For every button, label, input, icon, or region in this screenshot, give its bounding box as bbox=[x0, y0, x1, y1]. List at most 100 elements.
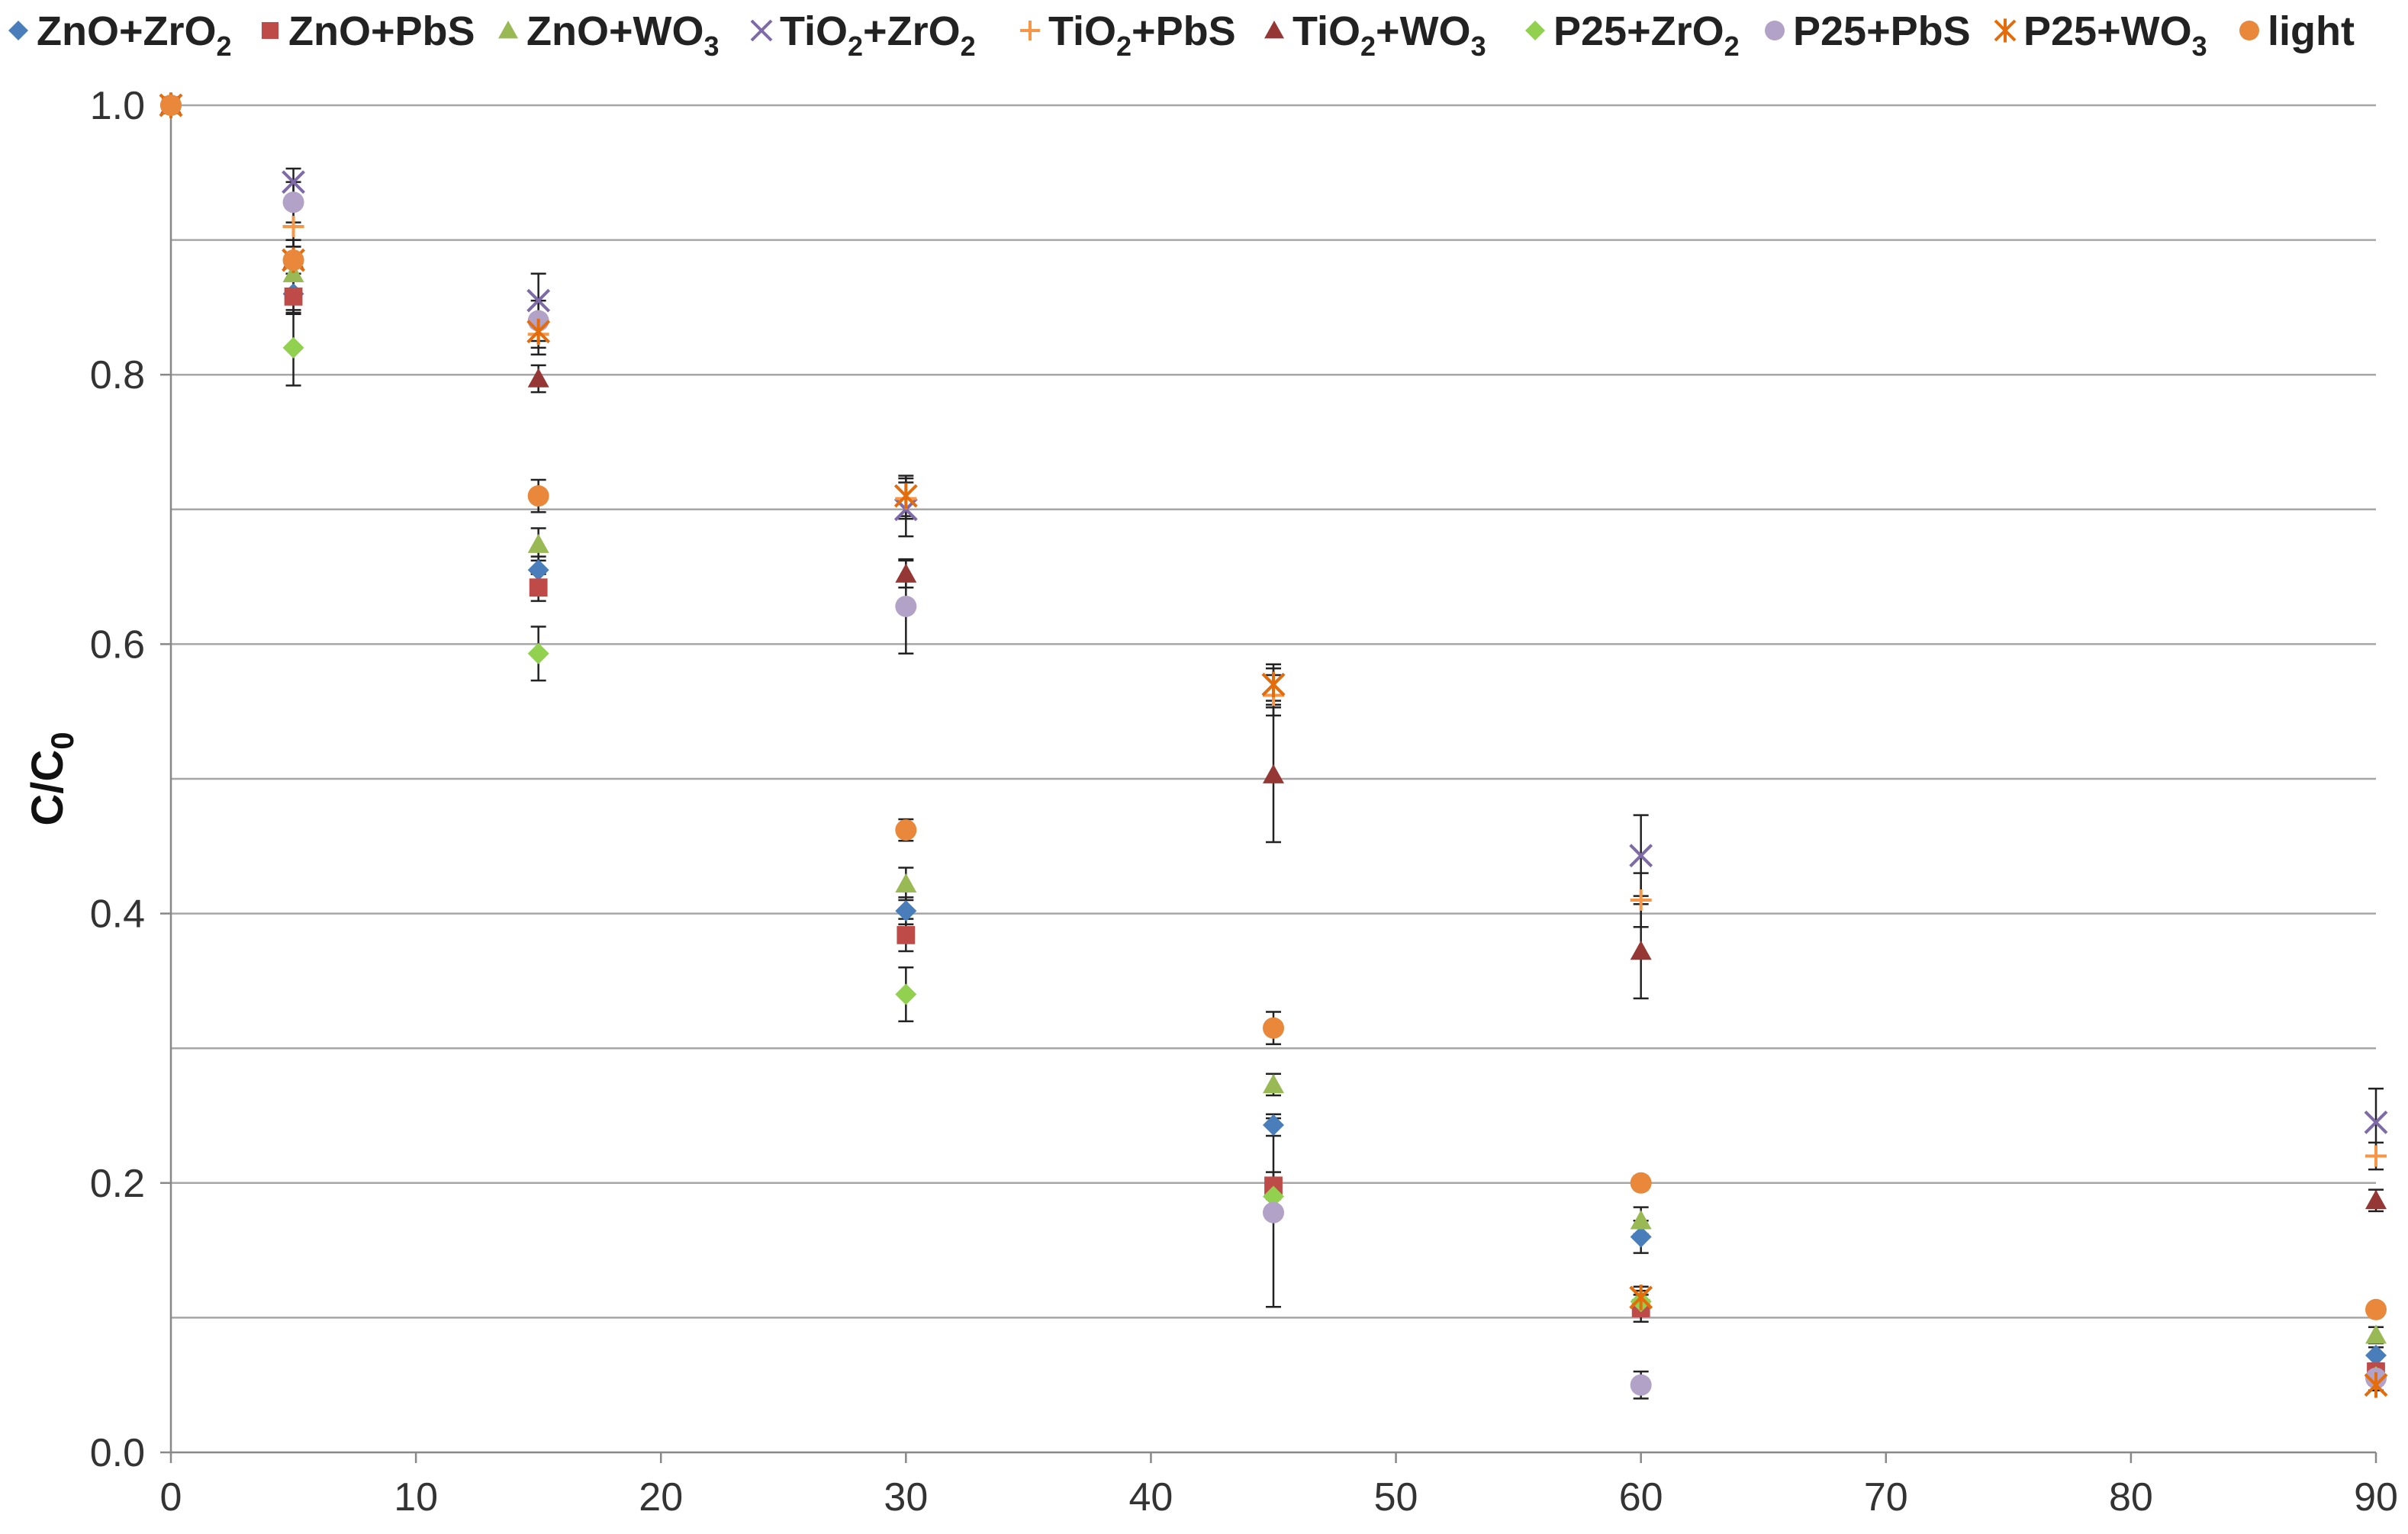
x-tick-label: 0 bbox=[160, 1475, 182, 1520]
data-point-p25-pbs bbox=[1630, 1374, 1652, 1396]
legend-item-tio2-zro2: TiO2+ZrO2 bbox=[750, 8, 976, 62]
y-tick-label: 0.8 bbox=[90, 353, 145, 397]
data-point-light bbox=[895, 819, 917, 841]
data-point-zno-wo3 bbox=[895, 873, 917, 892]
data-point-tio2-pbs bbox=[2365, 1145, 2387, 1167]
legend-label-p25-zro2: P25+ZrO2 bbox=[1553, 8, 1740, 62]
data-point-zno-wo3 bbox=[1630, 1210, 1652, 1230]
data-point-zno-zro2 bbox=[1630, 1226, 1652, 1248]
x-tick-label: 60 bbox=[1619, 1475, 1663, 1520]
data-point-p25-wo3 bbox=[2364, 1372, 2388, 1398]
x-tick-label: 70 bbox=[1864, 1475, 1908, 1520]
data-point-p25-pbs bbox=[895, 595, 917, 617]
x-tick-label: 80 bbox=[2109, 1475, 2153, 1520]
data-point-tio2-zro2 bbox=[1629, 844, 1653, 868]
legend-label-zno-zro2: ZnO+ZrO2 bbox=[37, 8, 232, 62]
x-tick-label: 50 bbox=[1374, 1475, 1418, 1520]
data-point-zno-wo3 bbox=[527, 533, 549, 553]
data-point-tio2-zro2-stroke bbox=[282, 170, 305, 195]
data-point-tio2-zro2 bbox=[2364, 1110, 2388, 1134]
data-point-tio2-zro2 bbox=[526, 288, 551, 313]
legend-marker-zno-wo3 bbox=[498, 21, 518, 39]
legend-item-light: light bbox=[2239, 8, 2355, 54]
data-point-tio2-zro2-stroke bbox=[1629, 844, 1653, 868]
legend-item-p25-wo3: P25+WO3 bbox=[1994, 8, 2207, 62]
y-tick-label: 0.2 bbox=[90, 1162, 145, 1206]
data-point-p25-zro2 bbox=[282, 336, 304, 359]
legend-item-zno-pbs: ZnO+PbS bbox=[261, 8, 475, 54]
data-point-tio2-wo3 bbox=[895, 563, 917, 583]
data-point-p25-zro2 bbox=[1263, 1185, 1284, 1208]
data-point-tio2-pbs bbox=[1630, 889, 1652, 911]
legend-label-tio2-pbs: TiO2+PbS bbox=[1048, 8, 1236, 62]
y-tick-label: 0.4 bbox=[90, 892, 145, 937]
tick-labels: 0 10 20 30 40 50 60 70 80 90 0.0 0.2 0.4 0.6 0.8 1.0 bbox=[90, 84, 2398, 1520]
data-point-p25-zro2 bbox=[527, 642, 549, 664]
data-point-tio2-wo3 bbox=[527, 368, 549, 388]
x-tick-label: 30 bbox=[884, 1475, 928, 1520]
data-point-zno-wo3 bbox=[2365, 1324, 2387, 1344]
legend-label-p25-wo3: P25+WO3 bbox=[2023, 8, 2207, 62]
data-point-tio2-zro2-stroke bbox=[526, 288, 551, 313]
legend-marker-p25-pbs bbox=[1765, 21, 1785, 40]
legend-label-zno-wo3: ZnO+WO3 bbox=[526, 8, 720, 62]
x-tick-label: 90 bbox=[2354, 1475, 2398, 1520]
y-tick-label: 0.0 bbox=[90, 1431, 145, 1475]
data-point-tio2-wo3 bbox=[1263, 764, 1284, 783]
data-point-zno-pbs bbox=[897, 925, 916, 944]
data-point-tio2-wo3 bbox=[2365, 1189, 2387, 1209]
data-point-tio2-zro2-stroke bbox=[2364, 1110, 2388, 1134]
data-point-tio2-zro2 bbox=[282, 170, 305, 195]
data-point-zno-pbs bbox=[1264, 1176, 1283, 1195]
data-point-light bbox=[282, 249, 304, 272]
legend-label-tio2-zro2: TiO2+ZrO2 bbox=[780, 8, 976, 62]
data-point-p25-zro2 bbox=[895, 983, 917, 1005]
legend-marker-tio2-zro2-stroke bbox=[750, 19, 773, 42]
data-point-tio2-wo3 bbox=[1630, 941, 1652, 960]
data-point-p25-wo3 bbox=[1261, 671, 1286, 698]
legend-marker-light bbox=[2239, 21, 2259, 40]
y-axis-label-group: C/C0 bbox=[23, 732, 80, 825]
legend-marker-zno-pbs bbox=[261, 21, 279, 40]
data-point-light bbox=[1263, 1017, 1284, 1039]
legend-item-zno-zro2: ZnO+ZrO2 bbox=[8, 8, 232, 62]
data-point-zno-zro2 bbox=[895, 900, 917, 922]
legend-item-p25-pbs: P25+PbS bbox=[1765, 8, 1971, 54]
data-point-p25-wo3 bbox=[526, 318, 551, 345]
y-tick-label: 1.0 bbox=[90, 84, 145, 128]
legend-marker-zno-zro2 bbox=[8, 21, 28, 40]
legend-marker-tio2-wo3 bbox=[1264, 21, 1284, 39]
data-point-zno-wo3 bbox=[1263, 1073, 1284, 1094]
data-point-p25-wo3 bbox=[893, 483, 918, 509]
legend-marker-tio2-zro2 bbox=[750, 19, 773, 42]
data-point-light bbox=[160, 95, 182, 116]
data-point-p25-pbs bbox=[282, 191, 304, 214]
data-point-zno-zro2 bbox=[1263, 1114, 1284, 1136]
legend-marker-p25-wo3 bbox=[1994, 18, 2017, 43]
data-point-zno-zro2 bbox=[527, 559, 549, 581]
data-point-zno-pbs bbox=[529, 578, 548, 597]
y-tick-label: 0.6 bbox=[90, 622, 145, 667]
error-bars bbox=[285, 167, 2384, 1400]
data-point-light bbox=[1630, 1172, 1652, 1194]
legend-item-tio2-wo3: TiO2+WO3 bbox=[1264, 8, 1486, 62]
legend-label-light: light bbox=[2268, 8, 2355, 54]
legend-label-p25-pbs: P25+PbS bbox=[1793, 8, 1971, 54]
data-point-tio2-pbs bbox=[282, 215, 304, 237]
data-point-zno-zro2 bbox=[2365, 1344, 2387, 1366]
legend-item-p25-zro2: P25+ZrO2 bbox=[1525, 8, 1740, 62]
legend-marker-tio2-pbs bbox=[1020, 21, 1040, 40]
data-points bbox=[159, 92, 2388, 1398]
data-point-p25-pbs bbox=[1263, 1201, 1284, 1224]
x-tick-label: 20 bbox=[639, 1475, 683, 1520]
data-point-light bbox=[2365, 1298, 2387, 1320]
legend-marker-p25-zro2 bbox=[1525, 21, 1545, 40]
axes bbox=[160, 104, 2377, 1463]
x-tick-label: 40 bbox=[1129, 1475, 1173, 1520]
data-point-zno-pbs bbox=[284, 287, 303, 306]
legend-item-tio2-pbs: TiO2+PbS bbox=[1020, 8, 1236, 62]
data-point-p25-wo3 bbox=[1629, 1285, 1653, 1310]
x-tick-label: 10 bbox=[394, 1475, 438, 1520]
